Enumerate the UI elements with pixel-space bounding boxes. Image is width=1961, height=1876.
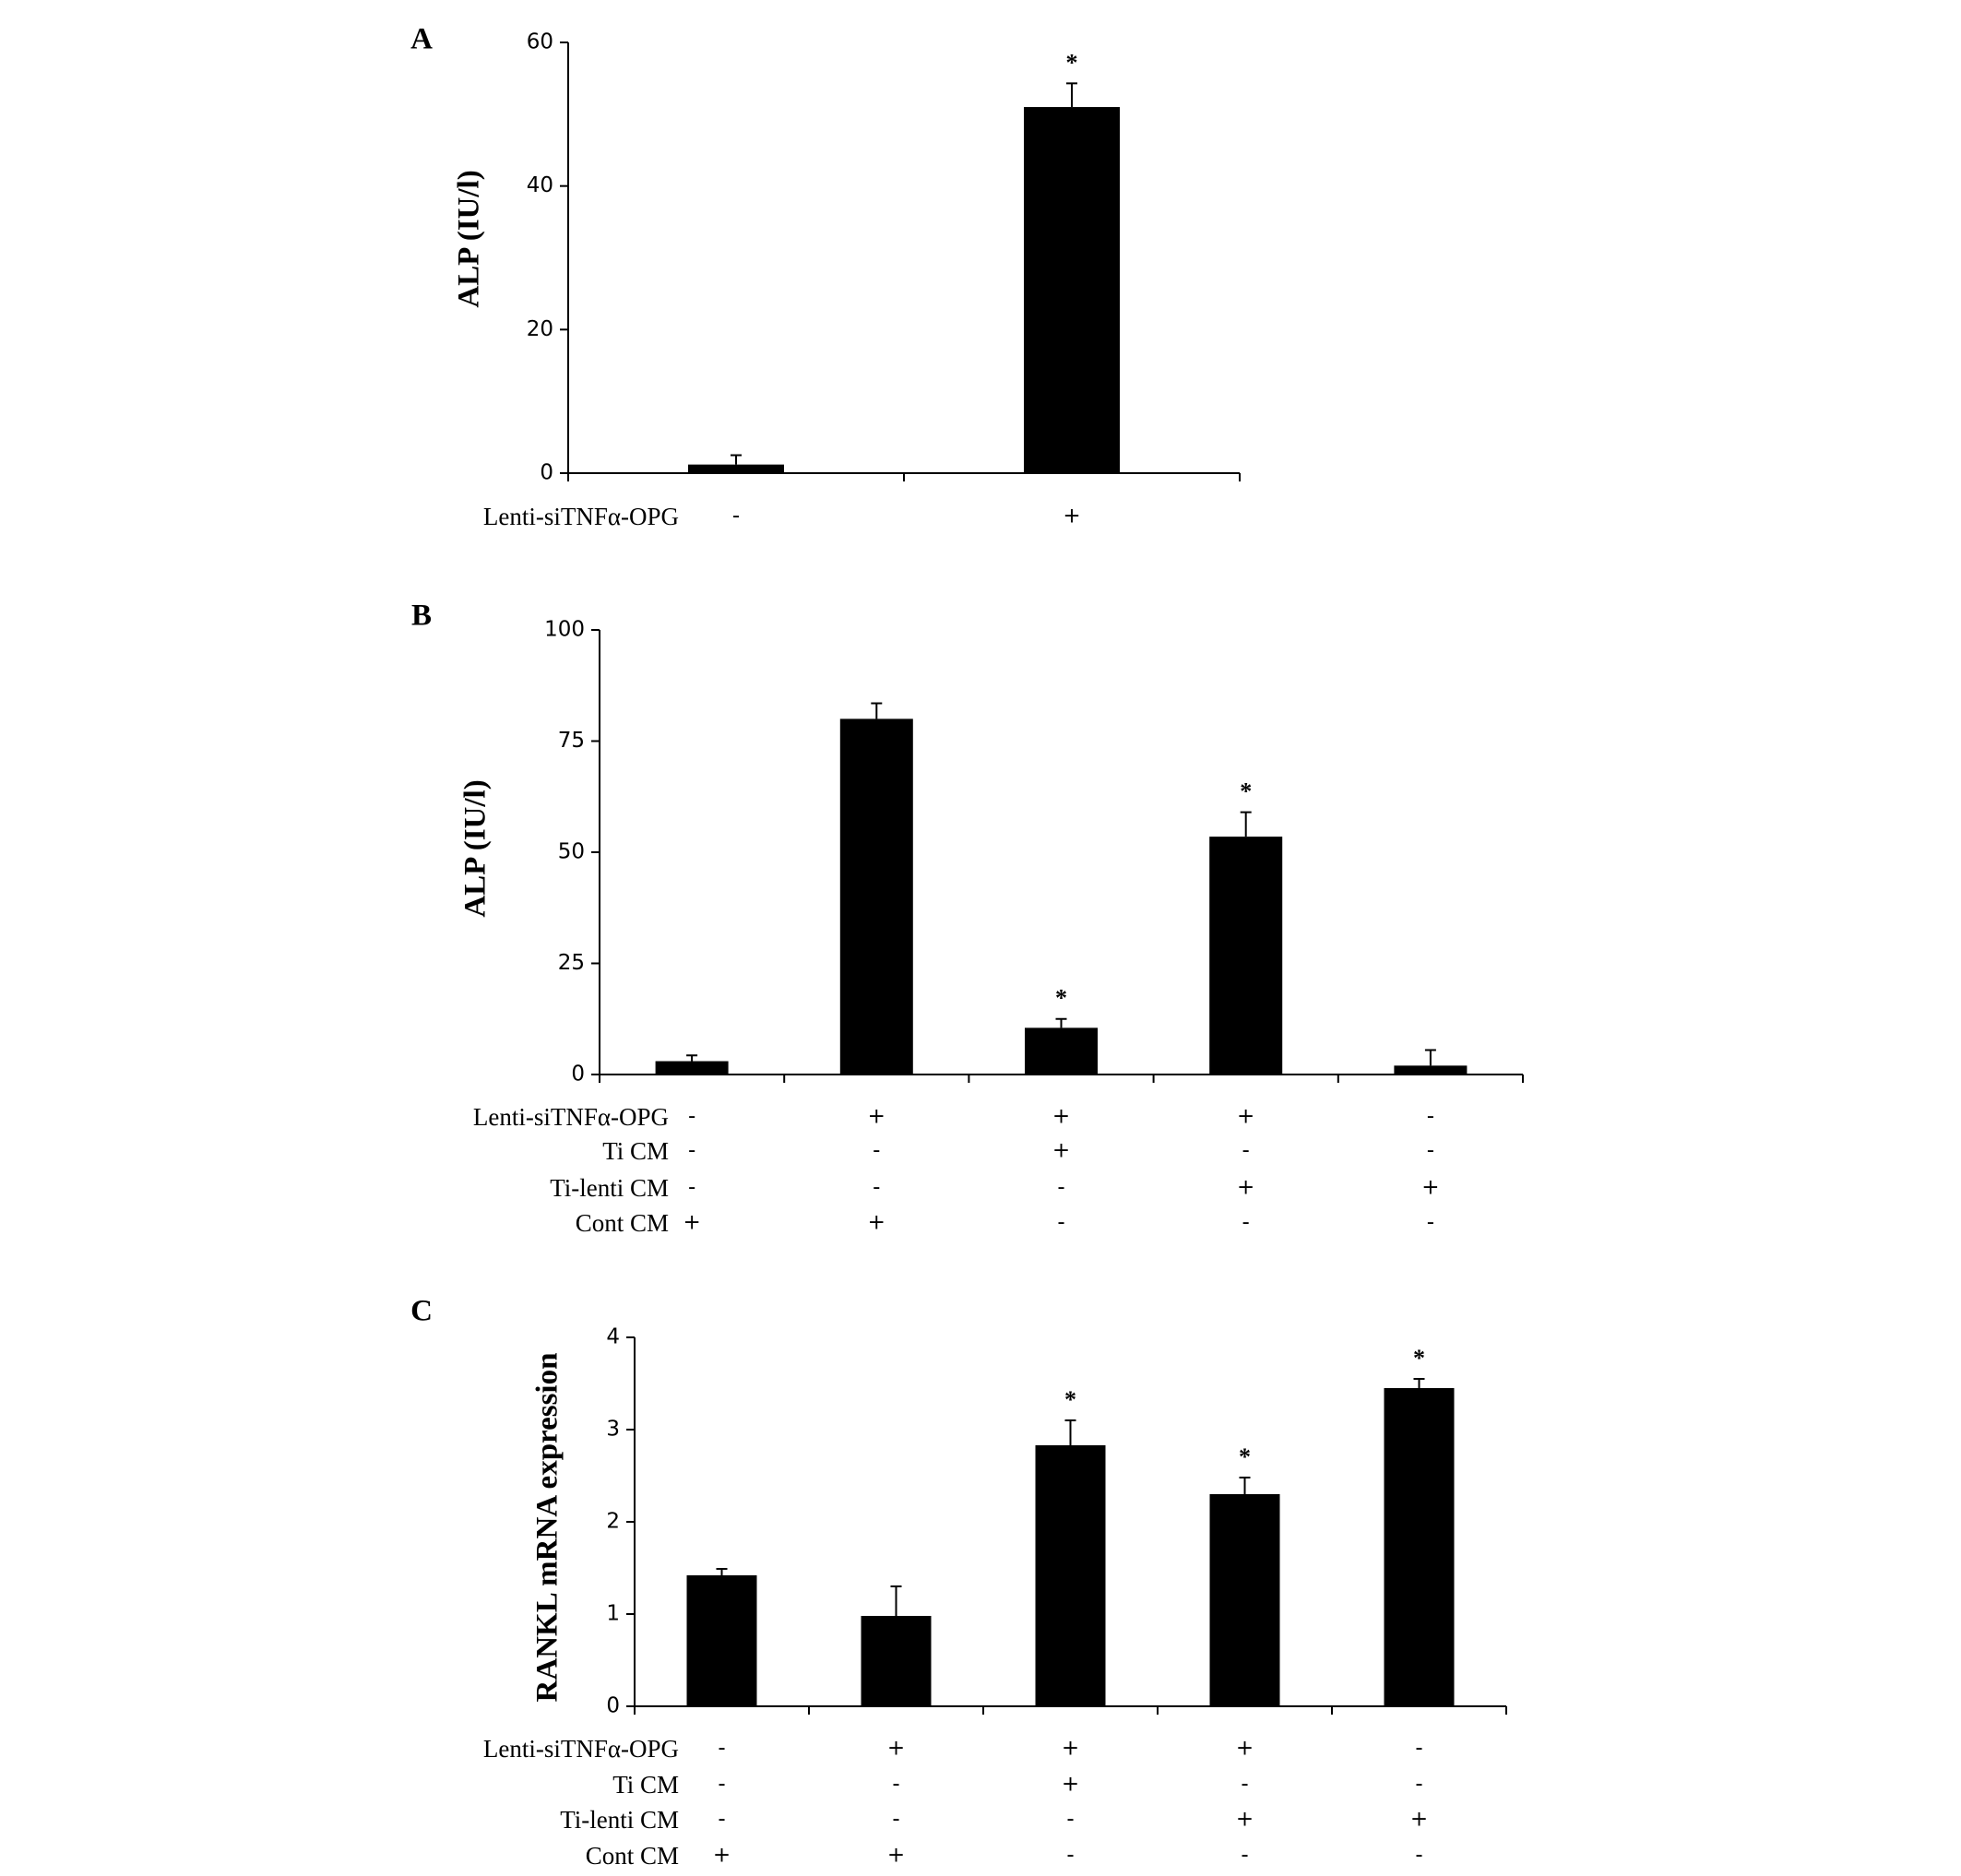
bar: [1209, 837, 1283, 1075]
y-tick-label: 40: [527, 173, 553, 197]
condition-mark: +: [887, 1844, 905, 1868]
condition-mark: -: [1057, 1176, 1064, 1200]
panel-label: B: [411, 600, 432, 633]
condition-mark: -: [892, 1808, 899, 1832]
condition-mark: -: [1241, 1773, 1248, 1797]
condition-mark: -: [1415, 1737, 1422, 1761]
panel-label: A: [410, 23, 433, 56]
condition-mark: -: [688, 1139, 695, 1163]
bar: [1035, 1445, 1106, 1706]
bar: [655, 1061, 729, 1075]
condition-mark: +: [1236, 1737, 1254, 1761]
y-tick-label: 60: [527, 30, 553, 54]
significance: *: [1413, 1345, 1425, 1371]
condition-name: Ti-lenti CM: [560, 1806, 679, 1834]
condition-name: Ti CM: [612, 1771, 679, 1799]
condition-mark: -: [718, 1808, 725, 1832]
condition-name: Ti-lenti CM: [550, 1174, 669, 1202]
condition-mark: +: [1063, 505, 1080, 528]
condition-mark: -: [1427, 1105, 1434, 1129]
condition-mark: -: [1427, 1139, 1434, 1163]
y-tick-label: 2: [606, 1510, 620, 1534]
condition-name: Lenti-siTNFα-OPG: [473, 1103, 669, 1131]
condition-name: Lenti-siTNFα-OPG: [483, 1735, 679, 1763]
significance: *: [1240, 778, 1252, 805]
y-tick-label: 50: [558, 840, 585, 864]
condition-name: Ti CM: [602, 1137, 669, 1165]
bar: [1025, 1027, 1098, 1075]
condition-mark: -: [1415, 1773, 1422, 1797]
condition-mark: +: [1236, 1808, 1254, 1832]
condition-mark: -: [1066, 1808, 1074, 1832]
condition-mark: -: [873, 1176, 880, 1200]
y-tick-label: 25: [558, 951, 585, 975]
condition-mark: -: [1057, 1211, 1064, 1235]
condition-mark: +: [1410, 1808, 1428, 1832]
significance: *: [1066, 49, 1078, 76]
condition-name: Cont CM: [576, 1209, 669, 1237]
bar: [1384, 1388, 1455, 1706]
condition-mark: +: [868, 1211, 885, 1235]
bar: [1394, 1065, 1468, 1075]
panel-label: C: [410, 1295, 433, 1328]
y-tick-label: 3: [606, 1418, 620, 1442]
condition-mark: +: [1237, 1176, 1254, 1200]
condition-mark: +: [1062, 1773, 1079, 1797]
y-tick-label: 1: [606, 1602, 620, 1626]
y-tick-label: 20: [527, 317, 553, 341]
bar: [1209, 1494, 1280, 1706]
condition-mark: -: [688, 1176, 695, 1200]
condition-mark: +: [868, 1105, 885, 1129]
condition-mark: +: [713, 1844, 731, 1868]
condition-mark: +: [1052, 1139, 1070, 1163]
condition-mark: -: [1242, 1139, 1250, 1163]
condition-mark: -: [892, 1773, 899, 1797]
condition-mark: -: [1242, 1211, 1250, 1235]
condition-mark: -: [1415, 1844, 1422, 1868]
condition-mark: -: [873, 1139, 880, 1163]
condition-mark: -: [1427, 1211, 1434, 1235]
y-tick-label: 0: [540, 461, 553, 485]
y-tick-label: 4: [606, 1325, 620, 1349]
condition-mark: +: [1052, 1105, 1070, 1129]
y-tick-label: 0: [606, 1694, 620, 1718]
condition-name: Cont CM: [586, 1842, 679, 1870]
condition-mark: -: [732, 505, 740, 528]
bar: [686, 1575, 757, 1706]
condition-mark: +: [1237, 1105, 1254, 1129]
condition-name: Lenti-siTNFα-OPG: [483, 503, 679, 530]
bar: [1024, 107, 1120, 474]
y-axis-label: ALP (IU/l): [459, 779, 493, 917]
condition-mark: +: [887, 1737, 905, 1761]
condition-mark: +: [683, 1211, 700, 1235]
y-tick-label: 0: [571, 1063, 585, 1086]
condition-mark: +: [1062, 1737, 1079, 1761]
bar: [839, 718, 913, 1075]
y-tick-label: 100: [544, 618, 585, 642]
bar: [688, 464, 784, 473]
bar: [861, 1616, 932, 1706]
condition-mark: -: [718, 1737, 725, 1761]
y-tick-label: 75: [558, 729, 585, 753]
condition-mark: +: [1421, 1176, 1439, 1200]
condition-mark: -: [1066, 1844, 1074, 1868]
significance: *: [1239, 1443, 1251, 1470]
condition-mark: -: [1241, 1844, 1248, 1868]
significance: *: [1055, 985, 1067, 1012]
significance: *: [1064, 1386, 1076, 1413]
y-axis-label: ALP (IU/l): [453, 170, 486, 307]
y-axis-label: RANKL mRNA expression: [531, 1353, 565, 1703]
condition-mark: -: [718, 1773, 725, 1797]
condition-mark: -: [688, 1105, 695, 1129]
